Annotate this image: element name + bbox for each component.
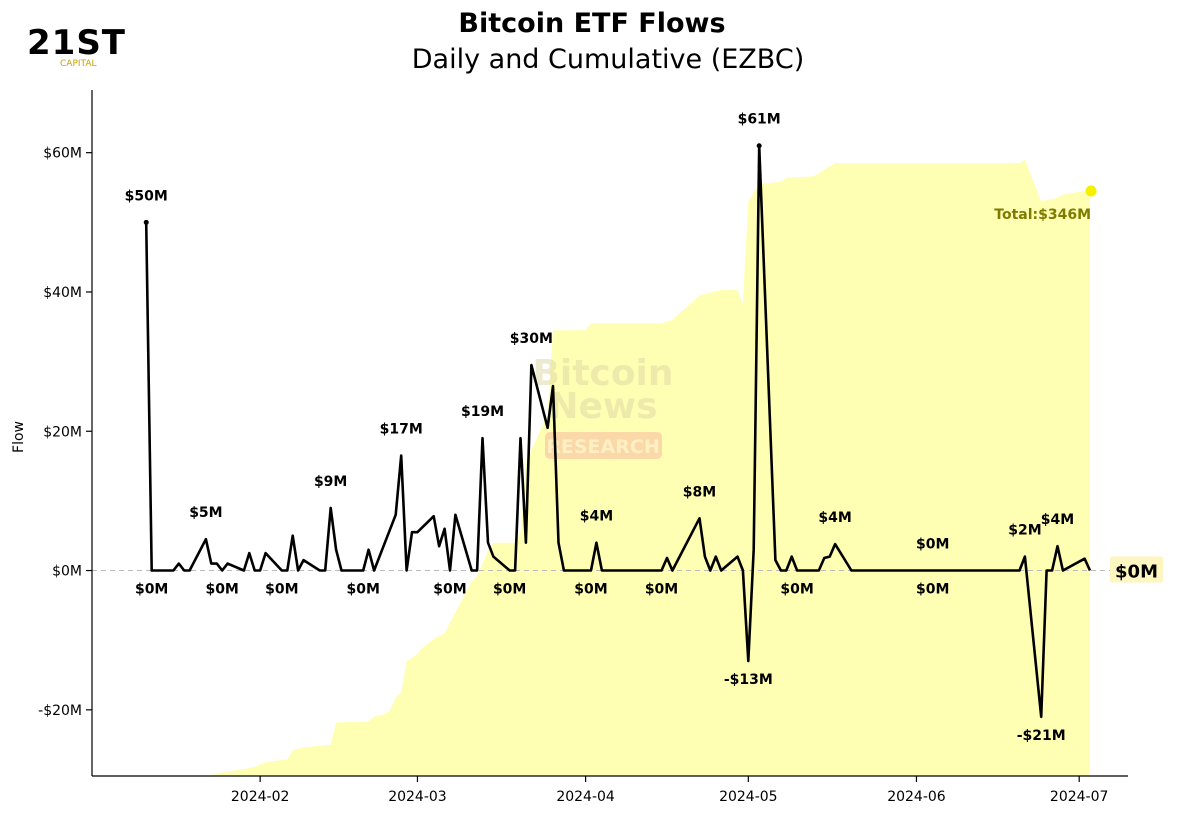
point-label: $4M [1041,512,1074,528]
point-label: -$13M [724,672,773,688]
logo: 21ST CAPITAL [27,23,126,69]
y-tick-label: $20M [43,424,82,440]
point-label: $0M [135,582,168,598]
y-tick-label: -$20M [38,703,82,719]
point-label: $0M [205,582,238,598]
data-point-marker [143,219,149,225]
x-tick-label: 2024-06 [887,789,946,805]
point-labels: $50M $5M $9M $17M $19M $30M $4M $8M $61M $4M $0M $2… [125,112,1075,744]
x-tick-label: 2024-07 [1050,789,1109,805]
y-tick-label: $60M [43,146,82,162]
watermark-line3: RESEARCH [546,436,659,458]
point-label: $0M [346,582,379,598]
point-label: $30M [510,331,553,347]
point-label: $8M [683,484,716,500]
point-label: $4M [818,510,851,526]
point-label: $0M [645,582,678,598]
point-label: $0M [780,582,813,598]
point-label: -$21M [1017,728,1066,744]
last-value-label: $0M [1115,562,1158,583]
watermark-line1: Bitcoin [532,353,673,394]
daily-markers [143,143,762,225]
y-tick-label: $0M [52,564,82,580]
x-ticks: 2024-02 2024-03 2024-04 2024-05 2024-06 2024-… [231,776,1109,805]
y-axis-label: Flow [11,421,27,453]
x-tick-label: 2024-04 [556,789,615,805]
cumulative-area [146,159,1090,777]
x-tick-label: 2024-02 [231,789,290,805]
last-value-badge [1110,556,1164,583]
point-label: $9M [314,474,347,490]
y-tick-label: $40M [43,285,82,301]
point-label: $19M [461,404,504,420]
point-label: $0M [916,582,949,598]
chart-subtitle: Daily and Cumulative (EZBC) [412,44,805,75]
data-point-marker [756,143,762,149]
watermark-line2: News [548,386,657,427]
point-label: $4M [580,509,613,525]
logo-main-text: 21ST [27,23,126,63]
point-label: $50M [125,188,168,204]
x-tick-label: 2024-05 [719,789,778,805]
logo-sub-text: CAPITAL [60,59,97,69]
point-label: $0M [574,582,607,598]
x-tick-label: 2024-03 [388,789,447,805]
total-dot [1085,185,1097,197]
point-label: $0M [433,582,466,598]
total-label: Total:$346M [994,207,1091,223]
point-label: $5M [189,505,222,521]
y-ticks: -$20M $0M $20M $40M $60M [38,146,92,719]
point-label: $2M [1008,523,1041,539]
point-label: $0M [265,582,298,598]
chart-title: Bitcoin ETF Flows [458,8,725,39]
point-label: $0M [916,537,949,553]
point-label: $0M [493,582,526,598]
point-label: $61M [738,112,781,128]
watermark: Bitcoin News RESEARCH [532,353,674,459]
watermark-badge [545,432,662,459]
point-label: $17M [380,422,423,438]
daily-flow-line [144,144,1092,719]
